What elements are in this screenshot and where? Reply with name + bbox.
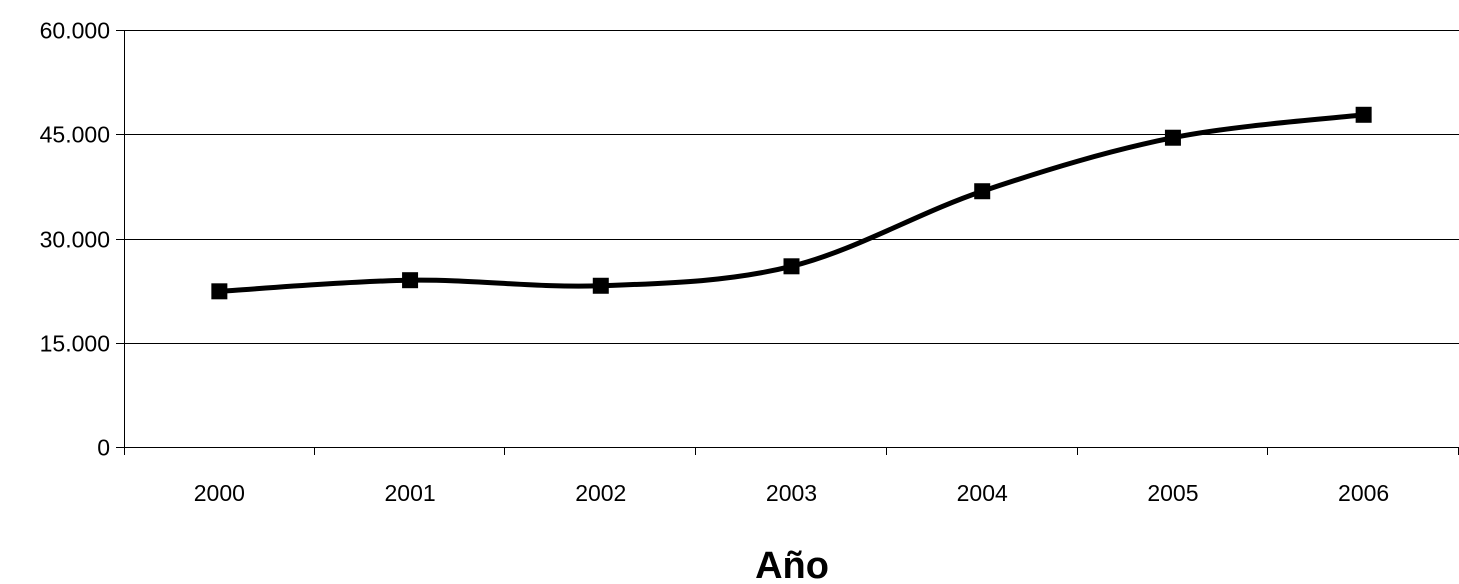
gridlines <box>124 30 1459 344</box>
axes <box>116 30 1459 455</box>
y-tick-label: 30.000 <box>40 227 110 253</box>
x-tick-label: 2004 <box>957 480 1008 506</box>
x-tick-label: 2000 <box>194 480 245 506</box>
data-point-marker <box>211 283 228 300</box>
x-axis-title: Año <box>755 545 829 584</box>
x-tick-label: 2001 <box>384 480 435 506</box>
y-tick-label: 15.000 <box>40 331 110 357</box>
x-tick-label: 2002 <box>575 480 626 506</box>
y-tick-label: 45.000 <box>40 122 110 148</box>
data-point-marker <box>592 277 609 294</box>
data-point-marker <box>402 272 419 289</box>
x-tick-label: 2006 <box>1338 480 1389 506</box>
data-point-marker <box>783 258 800 275</box>
x-tick-label: 2003 <box>766 480 817 506</box>
y-tick-label: 0 <box>97 435 110 461</box>
x-tick-label: 2005 <box>1147 480 1198 506</box>
data-point-marker <box>1164 129 1181 146</box>
y-tick-labels: 0 15.000 30.000 45.000 60.000 <box>40 18 110 461</box>
x-tick-labels: 2000 2001 2002 2003 2004 2005 2006 <box>194 480 1389 506</box>
data-point-marker <box>1355 106 1372 123</box>
y-tick-label: 60.000 <box>40 18 110 44</box>
data-point-marker <box>974 183 991 200</box>
series <box>211 106 1372 300</box>
